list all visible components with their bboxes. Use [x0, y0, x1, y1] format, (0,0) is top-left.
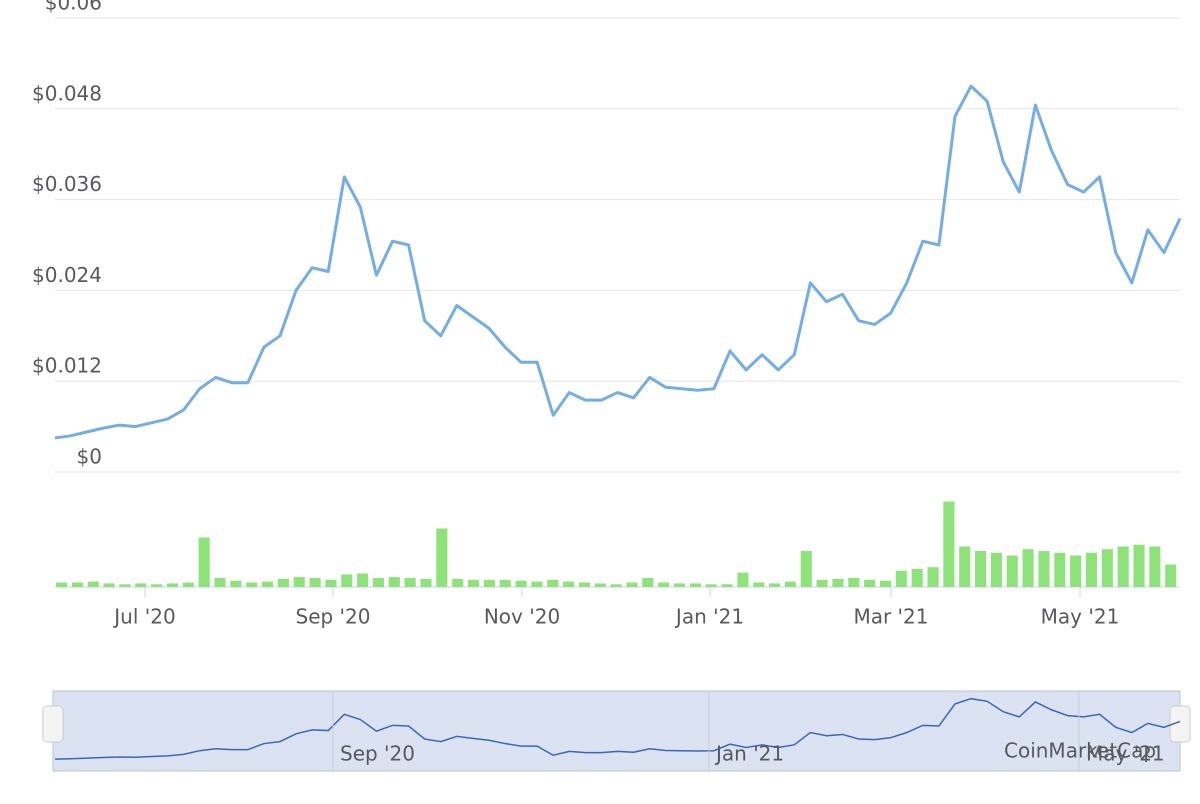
- volume-bar: [56, 582, 68, 587]
- volume-bar: [1054, 552, 1066, 587]
- volume-bar: [182, 582, 194, 587]
- volume-bar: [721, 584, 733, 587]
- volume-bar: [1117, 546, 1129, 587]
- y-tick-label: $0.024: [32, 263, 102, 287]
- x-tick-label: Nov '20: [484, 605, 560, 629]
- navigator-handle[interactable]: [42, 705, 64, 743]
- volume-bar: [975, 551, 987, 587]
- volume-bar: [166, 583, 179, 587]
- volume-bar: [420, 578, 432, 587]
- volume-bar: [959, 546, 971, 587]
- volume-bar: [261, 581, 274, 587]
- volume-bar: [467, 579, 480, 587]
- volume-bar: [800, 551, 812, 587]
- volume-bar: [864, 579, 876, 587]
- volume-bar: [784, 581, 796, 587]
- volume-bar: [135, 583, 147, 587]
- volume-bar: [943, 501, 955, 587]
- volume-bar: [71, 582, 83, 587]
- volume-bar: [594, 583, 606, 587]
- volume-bar: [1006, 555, 1018, 587]
- volume-bar: [341, 574, 353, 587]
- navigator-label: May '21: [1086, 742, 1165, 766]
- navigator-line: [54, 697, 1181, 760]
- volume-bar: [151, 584, 163, 587]
- volume-bar: [357, 573, 369, 587]
- y-tick-label: $0.06: [45, 0, 102, 15]
- navigator-label: Sep '20: [340, 742, 415, 766]
- volume-bar: [705, 584, 717, 587]
- volume-bar: [1038, 551, 1050, 587]
- volume-bar: [626, 582, 638, 587]
- volume-bar: [277, 578, 289, 587]
- volume-bar: [1085, 552, 1098, 587]
- volume-bar: [737, 572, 749, 587]
- y-tick-label: $0: [77, 445, 102, 469]
- volume-bar: [230, 580, 242, 587]
- volume-bar: [832, 578, 844, 587]
- volume-bar: [1101, 549, 1113, 587]
- volume-bar: [372, 578, 384, 587]
- volume-bar: [198, 537, 210, 587]
- watermark: CoinMarketCap: [1004, 739, 1156, 763]
- volume-bar: [103, 583, 115, 587]
- x-tick-label: Jan '21: [674, 605, 744, 629]
- volume-bar: [610, 584, 622, 587]
- y-tick-label: $0.048: [32, 81, 102, 105]
- volume-bar: [436, 528, 448, 587]
- volume-bar: [1022, 549, 1034, 587]
- volume-bar: [309, 578, 321, 587]
- volume-bar: [927, 567, 939, 587]
- volume-bar: [816, 579, 828, 587]
- x-tick-label: Mar '21: [853, 605, 928, 629]
- volume-bar: [642, 578, 654, 587]
- volume-bar: [452, 578, 464, 587]
- volume-bar: [293, 577, 305, 587]
- volume-bar: [563, 581, 575, 587]
- volume-bar: [1149, 546, 1161, 587]
- volume-bar: [895, 570, 907, 587]
- volume-bar: [673, 583, 686, 587]
- volume-bar: [404, 578, 416, 587]
- volume-bar: [578, 582, 590, 587]
- volume-bar: [658, 582, 670, 587]
- volume-bar: [753, 582, 765, 587]
- volume-bar: [515, 580, 527, 587]
- volume-bar: [547, 579, 559, 587]
- y-tick-label: $0.036: [32, 172, 102, 196]
- navigator-handle[interactable]: [1169, 705, 1191, 743]
- volume-bar: [848, 578, 860, 587]
- volume-bar: [246, 582, 258, 587]
- volume-bar: [769, 583, 781, 587]
- x-tick-label: Sep '20: [296, 605, 371, 629]
- volume-bar: [325, 579, 337, 587]
- navigator-label: Jan '21: [714, 742, 784, 766]
- y-tick-label: $0.012: [32, 354, 102, 378]
- volume-bar: [689, 583, 701, 587]
- x-tick-label: May '21: [1041, 605, 1120, 629]
- volume-bar: [911, 569, 923, 587]
- volume-bar: [1133, 544, 1145, 587]
- price-line: [54, 84, 1182, 440]
- volume-bar: [499, 579, 511, 587]
- volume-bar: [119, 584, 131, 587]
- volume-bar: [1070, 555, 1082, 587]
- volume-bar: [483, 579, 495, 587]
- volume-bar: [87, 581, 99, 587]
- x-tick-label: Jul '20: [112, 605, 175, 629]
- volume-bar: [879, 580, 892, 587]
- volume-bar: [1165, 564, 1177, 587]
- volume-bar: [388, 577, 400, 587]
- volume-bar: [531, 581, 543, 587]
- volume-bar: [990, 552, 1002, 587]
- volume-bar: [214, 578, 226, 587]
